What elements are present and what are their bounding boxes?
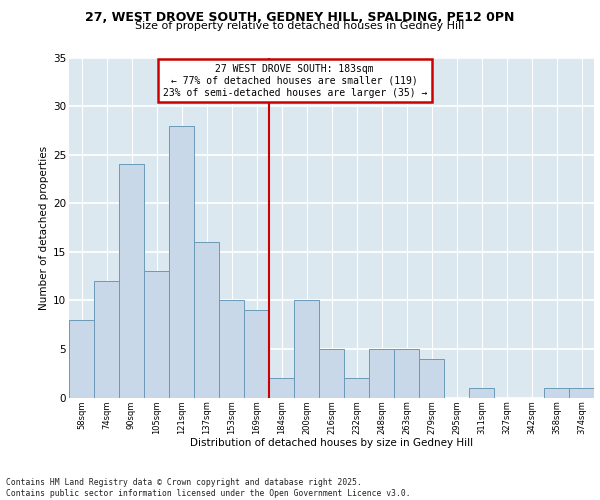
Bar <box>219 300 244 398</box>
Bar <box>344 378 369 398</box>
Bar <box>469 388 494 398</box>
Bar <box>419 358 444 398</box>
Bar <box>394 349 419 398</box>
Bar <box>169 126 194 398</box>
Bar <box>144 271 169 398</box>
Y-axis label: Number of detached properties: Number of detached properties <box>39 146 49 310</box>
Bar <box>269 378 294 398</box>
Bar <box>194 242 219 398</box>
Bar <box>369 349 394 398</box>
Bar <box>544 388 569 398</box>
Bar <box>319 349 344 398</box>
Bar <box>119 164 144 398</box>
X-axis label: Distribution of detached houses by size in Gedney Hill: Distribution of detached houses by size … <box>190 438 473 448</box>
Text: Contains HM Land Registry data © Crown copyright and database right 2025.
Contai: Contains HM Land Registry data © Crown c… <box>6 478 410 498</box>
Bar <box>69 320 94 398</box>
Text: 27 WEST DROVE SOUTH: 183sqm
← 77% of detached houses are smaller (119)
23% of se: 27 WEST DROVE SOUTH: 183sqm ← 77% of det… <box>163 64 427 98</box>
Bar <box>294 300 319 398</box>
Text: Size of property relative to detached houses in Gedney Hill: Size of property relative to detached ho… <box>136 21 464 31</box>
Bar <box>244 310 269 398</box>
Bar <box>569 388 594 398</box>
Bar <box>94 281 119 398</box>
Text: 27, WEST DROVE SOUTH, GEDNEY HILL, SPALDING, PE12 0PN: 27, WEST DROVE SOUTH, GEDNEY HILL, SPALD… <box>85 11 515 24</box>
